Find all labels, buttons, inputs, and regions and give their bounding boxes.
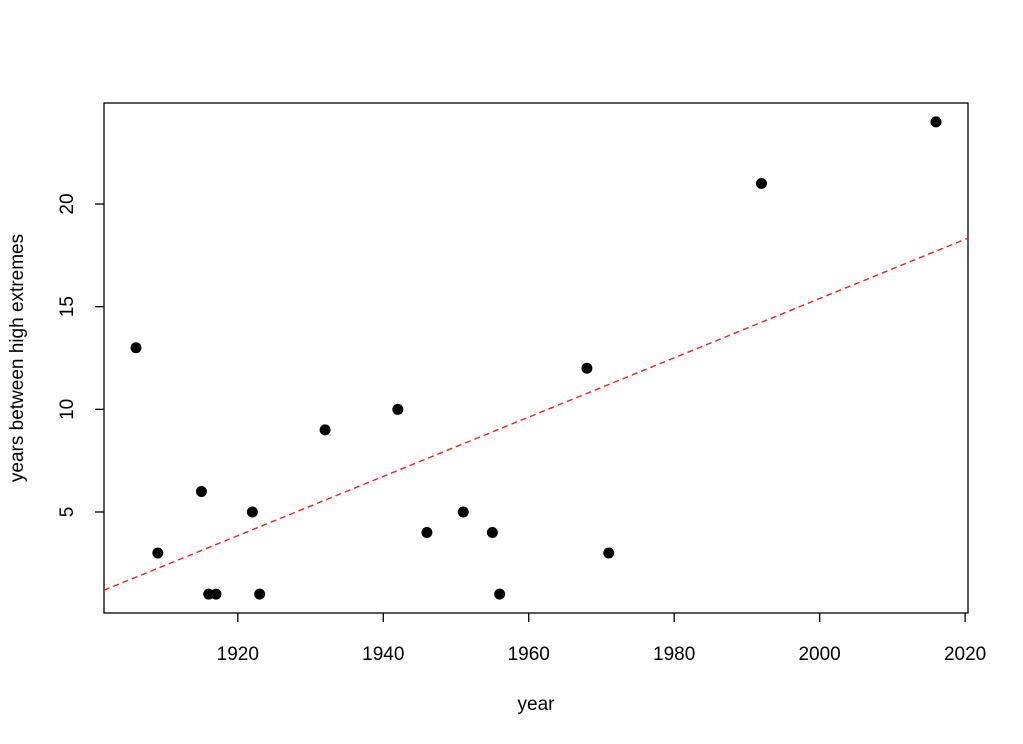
point xyxy=(152,547,164,559)
y-axis-label: years between high extremes xyxy=(7,234,28,482)
y-tick-label: 5 xyxy=(57,507,78,518)
y-tick-label: 15 xyxy=(57,296,78,317)
x-tick-label: 1980 xyxy=(653,644,695,665)
point xyxy=(195,485,207,497)
point xyxy=(603,547,615,559)
x-tick-label: 1920 xyxy=(217,644,259,665)
y-tick-label: 20 xyxy=(57,193,78,214)
point xyxy=(130,342,142,354)
trend-line xyxy=(104,237,968,591)
x-tick-label: 1960 xyxy=(508,644,550,665)
y-tick-label: 10 xyxy=(57,399,78,420)
point xyxy=(392,403,404,415)
point xyxy=(210,588,222,600)
point xyxy=(254,588,266,600)
point xyxy=(486,527,498,539)
point xyxy=(930,116,942,128)
point xyxy=(457,506,469,518)
x-axis-label: year xyxy=(518,694,556,715)
x-tick-label: 1940 xyxy=(362,644,404,665)
point xyxy=(755,177,767,189)
point xyxy=(421,527,433,539)
point xyxy=(494,588,506,600)
x-tick-label: 2020 xyxy=(944,644,986,665)
plot-box xyxy=(103,102,969,614)
point xyxy=(246,506,258,518)
x-tick-label: 2000 xyxy=(798,644,840,665)
point xyxy=(581,362,593,374)
point xyxy=(319,424,331,436)
